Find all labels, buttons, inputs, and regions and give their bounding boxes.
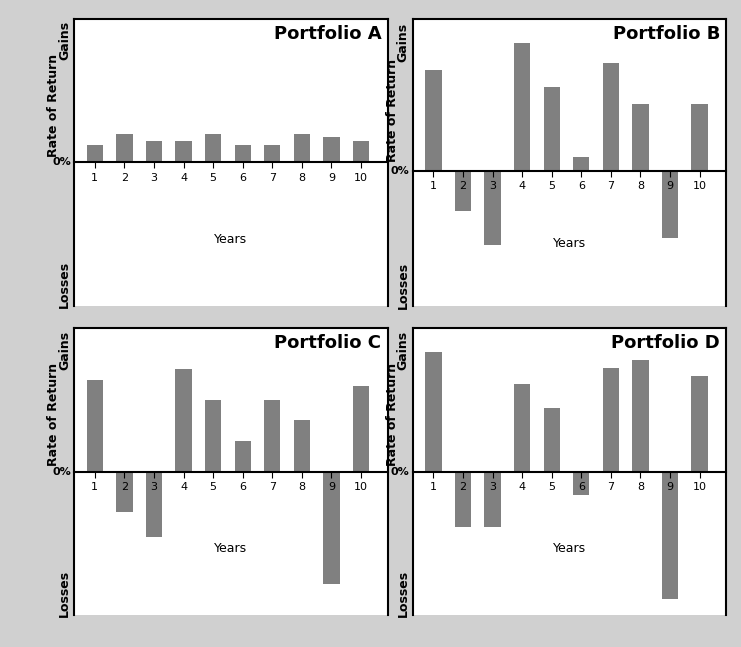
Bar (455, 171, 471, 212)
Text: Portfolio C: Portfolio C (274, 334, 382, 352)
Bar (116, 134, 133, 162)
Bar (353, 141, 369, 162)
Bar (425, 353, 442, 472)
Text: Gains: Gains (396, 23, 410, 61)
Bar (485, 171, 501, 245)
Bar (602, 63, 619, 171)
Bar (662, 472, 678, 598)
Text: Rate of Return: Rate of Return (386, 59, 399, 162)
Bar (146, 472, 162, 537)
Bar (205, 400, 222, 472)
Text: Rate of Return: Rate of Return (47, 363, 60, 466)
Bar (146, 141, 162, 162)
Text: Years: Years (553, 237, 586, 250)
Text: Rate of Return: Rate of Return (47, 54, 60, 157)
Bar (235, 145, 250, 162)
Text: Rate of Return: Rate of Return (386, 363, 399, 466)
Bar (455, 472, 471, 527)
Text: Portfolio A: Portfolio A (273, 25, 382, 43)
Bar (602, 368, 619, 472)
Text: Years: Years (214, 233, 247, 246)
Text: Years: Years (553, 542, 586, 554)
Bar (691, 376, 708, 472)
Bar (176, 369, 192, 472)
Bar (235, 441, 250, 472)
Bar (323, 472, 339, 584)
Text: 0%: 0% (391, 166, 410, 176)
Text: 0%: 0% (52, 466, 71, 477)
Text: Gains: Gains (396, 331, 410, 369)
Bar (514, 43, 531, 171)
Bar (573, 472, 589, 496)
Text: Portfolio D: Portfolio D (611, 334, 720, 352)
Bar (293, 421, 310, 472)
Bar (264, 400, 280, 472)
Text: Years: Years (214, 542, 247, 554)
Text: Gains: Gains (58, 331, 71, 369)
Bar (264, 145, 280, 162)
Text: 0%: 0% (391, 466, 410, 477)
Text: Losses: Losses (58, 569, 71, 617)
Bar (485, 472, 501, 527)
Bar (205, 134, 222, 162)
Text: 0%: 0% (52, 157, 71, 168)
Bar (632, 104, 648, 171)
Bar (116, 472, 133, 512)
Bar (544, 408, 559, 472)
Bar (573, 157, 589, 171)
Bar (293, 134, 310, 162)
Bar (353, 386, 369, 472)
Bar (514, 384, 531, 472)
Text: Gains: Gains (58, 21, 71, 60)
Bar (87, 145, 103, 162)
Bar (662, 171, 678, 238)
Bar (176, 141, 192, 162)
Text: Losses: Losses (396, 569, 410, 617)
Bar (425, 70, 442, 171)
Text: Losses: Losses (396, 262, 410, 309)
Text: Losses: Losses (58, 261, 71, 308)
Bar (632, 360, 648, 472)
Bar (544, 87, 559, 171)
Bar (691, 104, 708, 171)
Text: Portfolio B: Portfolio B (613, 25, 720, 43)
Bar (323, 137, 339, 162)
Bar (87, 380, 103, 472)
